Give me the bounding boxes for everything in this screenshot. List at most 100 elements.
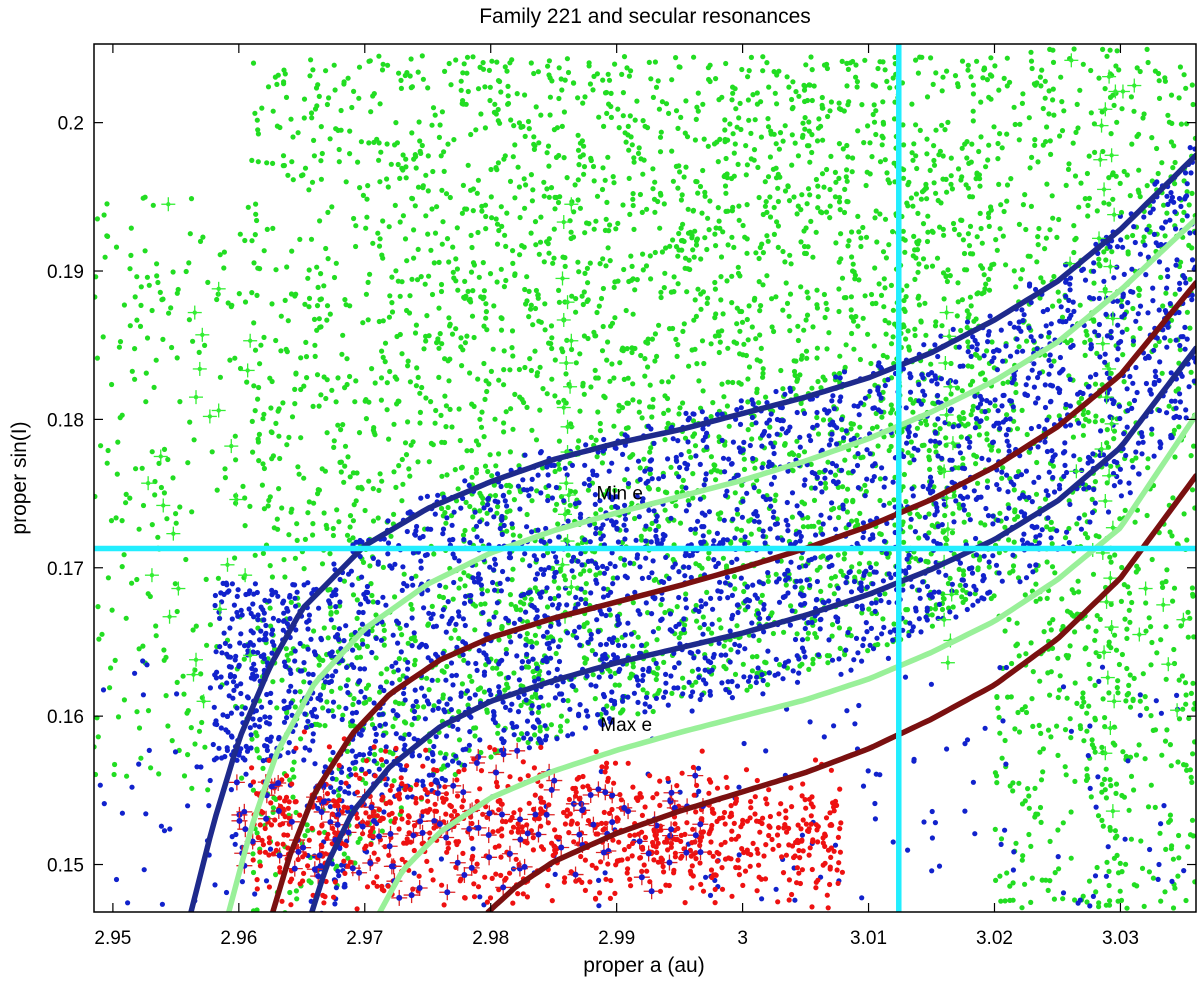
- green-dot: [670, 237, 676, 243]
- green-dot: [649, 520, 655, 527]
- green-dot: [1048, 669, 1054, 675]
- green-dot: [1101, 200, 1107, 206]
- green-dot: [1168, 763, 1174, 769]
- green-dot: [823, 209, 830, 215]
- green-dot: [799, 134, 806, 140]
- green-dot: [979, 370, 986, 376]
- green-dot: [400, 152, 406, 158]
- green-dot: [1040, 746, 1046, 752]
- green-dot: [1190, 101, 1196, 108]
- green-dot: [762, 179, 768, 185]
- green-dot: [402, 732, 408, 738]
- green-dot: [283, 94, 290, 100]
- green-dot: [385, 62, 391, 68]
- green-dot: [482, 84, 488, 90]
- green-dot: [594, 309, 600, 316]
- green-dot: [531, 146, 538, 152]
- green-dot: [1134, 563, 1140, 569]
- green-dot: [759, 592, 765, 599]
- green-dot: [394, 140, 400, 146]
- green-dot: [284, 442, 290, 448]
- green-dot: [1133, 752, 1140, 758]
- green-dot: [917, 54, 923, 60]
- green-dot: [756, 255, 762, 262]
- green-dot: [736, 115, 742, 121]
- green-dot: [659, 249, 666, 255]
- green-dot: [987, 266, 993, 272]
- green-dot: [773, 141, 779, 147]
- green-dot: [1092, 637, 1098, 643]
- green-dot: [608, 114, 615, 120]
- green-dot: [290, 177, 296, 183]
- green-dot: [1094, 864, 1100, 871]
- blue-dot: [950, 424, 956, 430]
- green-dot: [1106, 201, 1112, 207]
- green-dot: [1171, 646, 1177, 653]
- green-dot: [836, 194, 843, 201]
- green-dot: [1119, 651, 1125, 658]
- green-dot: [306, 187, 312, 193]
- green-dot: [975, 480, 981, 486]
- green-dot: [655, 665, 661, 671]
- green-dot: [825, 660, 831, 666]
- green-dot: [342, 463, 348, 469]
- green-dot: [489, 58, 495, 64]
- green-dot: [524, 619, 531, 625]
- green-dot: [716, 218, 722, 224]
- green-dot: [546, 58, 553, 64]
- green-dot: [658, 294, 664, 301]
- green-dot: [289, 159, 295, 165]
- green-dot: [1031, 81, 1037, 87]
- green-dot: [1035, 159, 1041, 165]
- green-dot: [920, 256, 927, 262]
- green-dot: [420, 76, 426, 82]
- green-dot: [528, 596, 534, 602]
- green-dot: [165, 723, 171, 729]
- green-dot: [438, 288, 445, 295]
- green-dot: [474, 190, 480, 196]
- green-dot: [331, 62, 337, 68]
- green-dot: [827, 186, 833, 193]
- green-dot: [810, 656, 816, 663]
- green-dot: [1112, 552, 1118, 558]
- green-dot: [842, 364, 848, 370]
- green-dot: [959, 594, 965, 600]
- green-dot: [1012, 121, 1018, 128]
- green-dot: [379, 478, 385, 484]
- green-dot: [509, 577, 515, 583]
- blue-dot: [356, 699, 362, 705]
- green-dot: [811, 83, 817, 89]
- green-dot: [804, 201, 810, 207]
- green-dot: [1045, 334, 1052, 340]
- green-dot: [816, 469, 823, 475]
- green-dot: [1123, 861, 1129, 867]
- green-dot: [818, 526, 824, 532]
- green-dot: [371, 91, 377, 97]
- green-dot: [1065, 166, 1072, 172]
- green-dot: [1143, 600, 1149, 606]
- green-dot: [482, 396, 488, 402]
- green-dot: [1092, 479, 1098, 485]
- green-dot: [1008, 694, 1014, 700]
- green-dot: [767, 154, 774, 160]
- green-dot: [347, 524, 353, 530]
- green-dot: [959, 217, 965, 223]
- green-dot: [1020, 853, 1026, 859]
- green-dot: [422, 281, 428, 287]
- green-dot: [256, 755, 262, 761]
- green-dot: [953, 589, 959, 595]
- green-dot: [773, 571, 779, 577]
- green-dot: [1139, 865, 1146, 872]
- green-dot: [1082, 531, 1088, 537]
- green-dot: [542, 327, 548, 333]
- green-dot: [975, 565, 981, 571]
- green-dot: [1007, 897, 1013, 904]
- green-dot: [730, 90, 736, 96]
- green-dot: [943, 396, 949, 402]
- green-dot: [780, 248, 786, 255]
- green-dot: [215, 575, 221, 581]
- green-dot: [1084, 710, 1090, 716]
- green-dot: [1066, 161, 1072, 167]
- green-dot: [196, 728, 203, 734]
- green-dot: [252, 408, 258, 414]
